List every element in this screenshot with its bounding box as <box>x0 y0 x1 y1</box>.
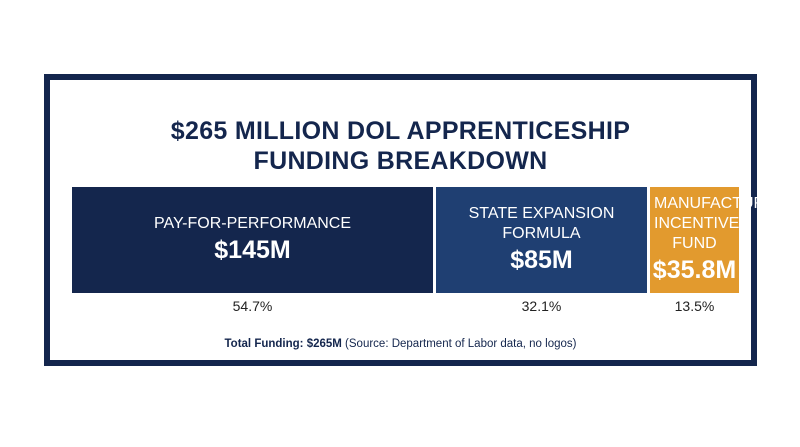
bar-segment-value: $35.8M <box>652 256 737 284</box>
bar-segment-1: PAY-FOR-PERFORMANCE $145M <box>72 187 433 293</box>
bar-segment-label: MANUFACTURING INCENTIVE FUND <box>654 195 794 252</box>
bar-segment-value: $85M <box>510 246 573 274</box>
bar-segment-3: MANUFACTURING INCENTIVE FUND $35.8M <box>650 187 794 293</box>
footer-note: Total Funding: $265M (Source: Department… <box>50 338 751 350</box>
chart-frame: $265 MILLION DOL APPRENTICESHIP FUNDING … <box>44 74 794 366</box>
chart-title-line-1: $265 MILLION DOL APPRENTICESHIP <box>170 117 631 145</box>
percent-label-1: 54.7% <box>232 298 273 314</box>
chart-title-line-2: FUNDING BREAKDOWN <box>253 147 548 175</box>
bar-segment-value: $145M <box>214 236 291 264</box>
bar-segment-label: STATE EXPANSION FORMULA <box>468 205 615 242</box>
footer-total: Total Funding: $265M <box>224 338 342 350</box>
chart-title: $265 MILLION DOL APPRENTICESHIP FUNDING … <box>50 116 751 176</box>
bar-segment-label: PAY-FOR-PERFORMANCE <box>153 215 352 232</box>
bar-segment-2: STATE EXPANSION FORMULA $85M <box>436 187 647 293</box>
footer-source: (Source: Department of Labor data, no lo… <box>341 338 577 350</box>
percent-label-2: 32.1% <box>521 298 562 314</box>
stacked-bar: PAY-FOR-PERFORMANCE $145M STATE EXPANSION … <box>72 187 794 293</box>
percent-label-3: 13.5% <box>674 298 715 314</box>
